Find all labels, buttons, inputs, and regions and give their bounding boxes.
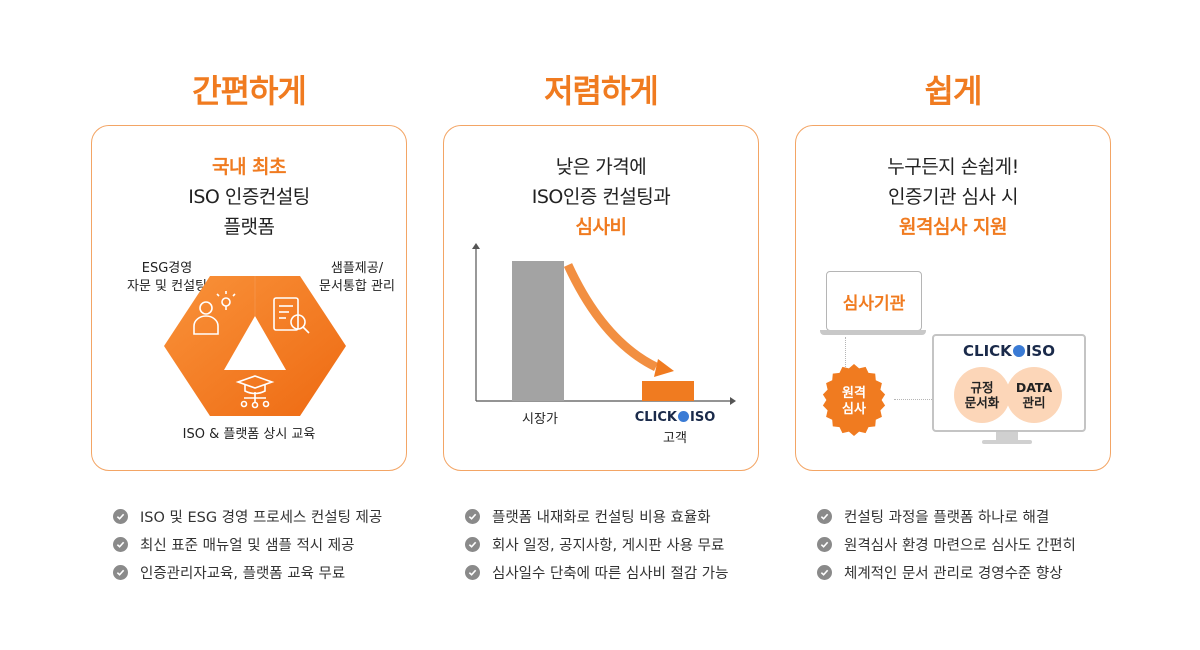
globe-icon xyxy=(1012,345,1025,357)
bullet-item: 플랫폼 내재화로 컨설팅 비용 효율화 xyxy=(465,502,728,530)
headline-line: 인증기관 심사 시 xyxy=(888,186,1018,208)
circle-line: 관리 xyxy=(1022,395,1046,410)
bullet-text: 컨설팅 과정을 플랫폼 하나로 해결 xyxy=(844,509,1050,526)
circle-line: DATA xyxy=(1015,380,1053,395)
feature-bullets: 컨설팅 과정을 플랫폼 하나로 해결 원격심사 환경 마련으로 심사도 간편히 … xyxy=(817,502,1076,586)
column-title: 간편하게 xyxy=(192,72,307,110)
feature-card: 낮은 가격에 ISO인증 컨설팅과 심사비 시장가 CLICK ISO 고객 xyxy=(443,125,759,471)
headline-line: ISO 인증컨설팅 xyxy=(188,186,310,208)
headline-accent: 국내 최초 xyxy=(211,156,287,178)
check-circle-icon xyxy=(817,508,832,524)
monitor-stand xyxy=(996,432,1018,440)
logo-text: CLICK xyxy=(634,410,677,425)
seal-badge-icon xyxy=(822,364,886,436)
check-circle-icon xyxy=(113,536,128,552)
laptop-label: 심사기관 xyxy=(842,293,906,314)
logo-text: ISO xyxy=(690,410,716,425)
card-headline: 국내 최초 ISO 인증컨설팅 플랫폼 xyxy=(92,152,406,242)
monitor-foot xyxy=(982,440,1032,444)
headline-line: 플랫폼 xyxy=(223,216,275,238)
bullet-text: 회사 일정, 공지사항, 게시판 사용 무료 xyxy=(492,537,725,554)
logo-text: CLICK xyxy=(963,342,1012,360)
label-sample: 샘플제공/ 문서통합 관리 xyxy=(292,260,422,296)
bullet-text: 플랫폼 내재화로 컨설팅 비용 효율화 xyxy=(492,509,711,526)
label-line: ESG경영 xyxy=(141,261,193,276)
feature-card: 누구든지 손쉽게! 인증기관 심사 시 원격심사 지원 심사기관 원격 심사 C… xyxy=(795,125,1111,471)
label-education: ISO & 플랫폼 상시 교육 xyxy=(182,427,316,442)
check-circle-icon xyxy=(465,508,480,524)
headline-line: 낮은 가격에 xyxy=(555,156,647,178)
graduation-cap-network-icon xyxy=(235,375,275,409)
bullet-item: 최신 표준 매뉴얼 및 샘플 적시 제공 xyxy=(113,530,382,558)
check-circle-icon xyxy=(465,536,480,552)
logo-text: ISO xyxy=(1025,342,1055,360)
headline-accent: 심사비 xyxy=(575,216,627,238)
headline-accent: 원격심사 지원 xyxy=(899,216,1008,238)
bullet-text: 원격심사 환경 마련으로 심사도 간편히 xyxy=(844,537,1076,554)
bullet-text: 인증관리자교육, 플랫폼 교육 무료 xyxy=(140,565,346,582)
document-magnifier-icon xyxy=(273,297,310,334)
bullet-text: 체계적인 문서 관리로 경영수준 향상 xyxy=(844,565,1063,582)
bullet-item: 체계적인 문서 관리로 경영수준 향상 xyxy=(817,558,1076,586)
bar-market xyxy=(512,261,564,401)
card-headline: 누구든지 손쉽게! 인증기관 심사 시 원격심사 지원 xyxy=(796,152,1110,242)
bullet-item: 원격심사 환경 마련으로 심사도 간편히 xyxy=(817,530,1076,558)
decline-arrow xyxy=(563,263,659,372)
bullet-item: 컨설팅 과정을 플랫폼 하나로 해결 xyxy=(817,502,1076,530)
column-title: 저렴하게 xyxy=(544,72,659,110)
badge-line: 원격 xyxy=(842,386,866,401)
circle-line: 규정 xyxy=(970,380,994,395)
card-headline: 낮은 가격에 ISO인증 컨설팅과 심사비 xyxy=(444,152,758,242)
globe-icon xyxy=(678,411,689,422)
bar-click-label: 고객 xyxy=(663,431,687,446)
bullet-item: ISO 및 ESG 경영 프로세스 컨설팅 제공 xyxy=(113,502,382,530)
bullet-text: ISO 및 ESG 경영 프로세스 컨설팅 제공 xyxy=(140,509,383,526)
feature-bullets: ISO 및 ESG 경영 프로세스 컨설팅 제공 최신 표준 매뉴얼 및 샘플 … xyxy=(113,502,382,586)
check-circle-icon xyxy=(113,564,128,580)
column-title: 쉽게 xyxy=(924,72,983,110)
label-line: 자문 및 컨설팅 xyxy=(126,279,208,294)
feature-circle-data: DATA 관리 xyxy=(1006,367,1062,423)
label-line: 샘플제공/ xyxy=(330,261,384,276)
bullet-text: 최신 표준 매뉴얼 및 샘플 적시 제공 xyxy=(140,537,355,554)
headline-line: 누구든지 손쉽게! xyxy=(887,156,1019,178)
bullet-item: 회사 일정, 공지사항, 게시판 사용 무료 xyxy=(465,530,728,558)
feature-circle-docs: 규정 문서화 xyxy=(954,367,1010,423)
click-iso-logo: CLICK ISO xyxy=(932,342,1086,360)
label-esg: ESG경영 자문 및 컨설팅 xyxy=(102,260,232,296)
headline-line: ISO인증 컨설팅과 xyxy=(531,186,671,208)
check-circle-icon xyxy=(113,508,128,524)
bullet-item: 인증관리자교육, 플랫폼 교육 무료 xyxy=(113,558,382,586)
badge-line: 심사 xyxy=(842,402,866,417)
feature-card: 국내 최초 ISO 인증컨설팅 플랫폼 ESG경영 자문 및 컨설팅 샘플제공/… xyxy=(91,125,407,471)
connector-line xyxy=(845,337,846,377)
bar-market-label: 시장가 xyxy=(522,412,558,427)
feature-bullets: 플랫폼 내재화로 컨설팅 비용 효율화 회사 일정, 공지사항, 게시판 사용 … xyxy=(465,502,728,586)
circle-line: 문서화 xyxy=(964,395,1000,410)
bullet-text: 심사일수 단축에 따른 심사비 절감 가능 xyxy=(492,565,729,582)
label-line: 문서통합 관리 xyxy=(319,279,395,294)
connector-line xyxy=(894,399,934,400)
click-iso-logo: CLICK ISO xyxy=(630,410,720,425)
check-circle-icon xyxy=(817,536,832,552)
hexagon-cycle-graphic xyxy=(164,276,346,416)
laptop-icon: 심사기관 xyxy=(826,271,922,331)
laptop-base xyxy=(820,330,926,335)
remote-audit-badge: 원격 심사 xyxy=(814,386,894,418)
bar-click-iso xyxy=(642,381,694,401)
bullet-item: 심사일수 단축에 따른 심사비 절감 가능 xyxy=(465,558,728,586)
person-lightbulb-icon xyxy=(193,291,236,335)
check-circle-icon xyxy=(817,564,832,580)
check-circle-icon xyxy=(465,564,480,580)
cost-comparison-graphic xyxy=(472,243,736,405)
